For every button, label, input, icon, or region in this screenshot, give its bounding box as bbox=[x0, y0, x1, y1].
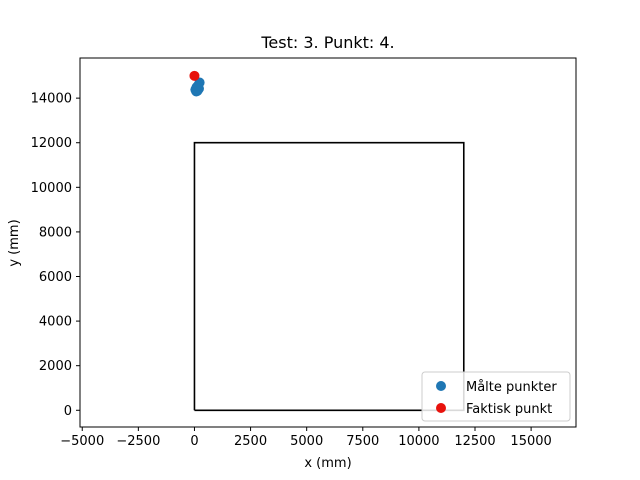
reference-square bbox=[193, 141, 465, 412]
legend-label-measured: Målte punkter bbox=[466, 380, 557, 395]
x-tick-label: −5000 bbox=[60, 434, 104, 449]
x-axis: −5000 −2500 0 2500 5000 7500 10000 12500 15000 bbox=[60, 427, 552, 449]
x-tick-label: 10000 bbox=[398, 434, 439, 449]
legend-box bbox=[421, 371, 571, 422]
measured-point bbox=[193, 80, 204, 91]
y-tick-label: 2000 bbox=[39, 359, 72, 374]
x-tick-label: 7500 bbox=[346, 434, 379, 449]
legend-label-actual: Faktisk punkt bbox=[466, 402, 552, 417]
x-tick-label: 2500 bbox=[234, 434, 267, 449]
y-tick-label: 8000 bbox=[39, 225, 72, 240]
y-axis-label: y (mm) bbox=[7, 219, 22, 266]
chart-title: Test: 3. Punkt: 4. bbox=[260, 33, 394, 52]
y-tick-label: 14000 bbox=[31, 92, 72, 107]
actual-point bbox=[189, 70, 200, 81]
x-tick-label: 0 bbox=[190, 434, 198, 449]
y-tick-label: 6000 bbox=[39, 270, 72, 285]
x-tick-label: 12500 bbox=[454, 434, 495, 449]
legend-marker-actual bbox=[436, 403, 446, 413]
plot-frame bbox=[79, 57, 577, 428]
x-axis-label: x (mm) bbox=[304, 456, 351, 471]
y-axis: 0 2000 4000 6000 8000 10000 12000 14000 bbox=[31, 92, 80, 419]
x-tick-label: 15000 bbox=[510, 434, 551, 449]
y-tick-label: 10000 bbox=[31, 181, 72, 196]
x-tick-label: 5000 bbox=[290, 434, 323, 449]
x-tick-label: −2500 bbox=[116, 434, 160, 449]
y-tick-label: 0 bbox=[64, 404, 72, 419]
plot-content bbox=[189, 70, 465, 412]
y-tick-label: 12000 bbox=[31, 136, 72, 151]
legend: Målte punkter Faktisk punkt bbox=[421, 371, 571, 422]
y-tick-label: 4000 bbox=[39, 315, 72, 330]
legend-marker-measured bbox=[436, 381, 446, 391]
